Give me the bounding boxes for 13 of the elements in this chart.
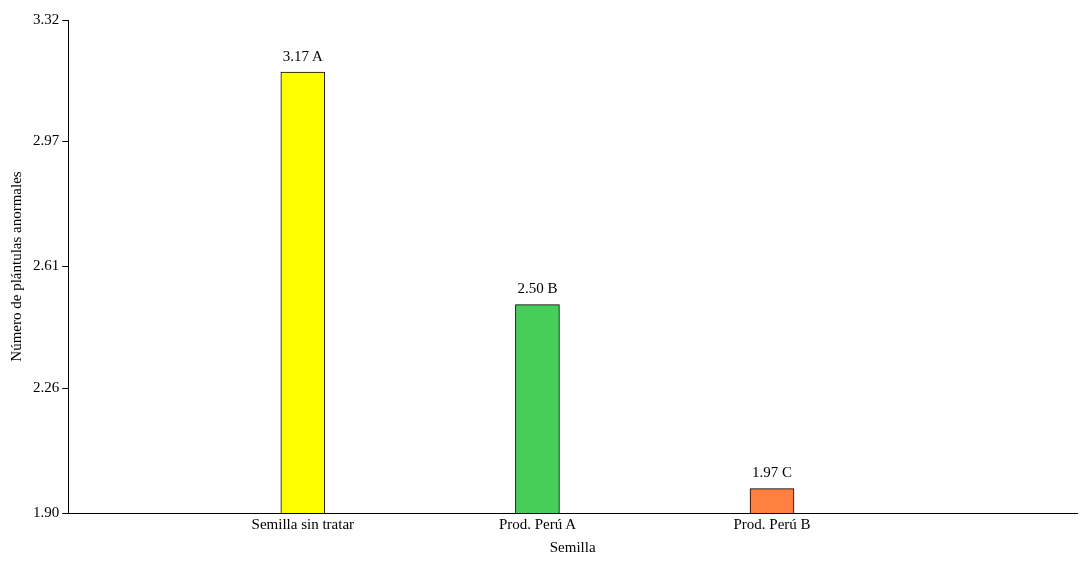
data-label: 2.50 B [517, 280, 558, 297]
x-tick-label: Prod. Perú A [498, 515, 577, 532]
data-label: 3.17 A [282, 47, 324, 64]
x-axis-title: Semilla [549, 538, 596, 555]
y-tick-label: 2.26 [33, 378, 60, 395]
y-tick-label: 3.32 [33, 10, 60, 27]
y-tick-label: 2.61 [33, 257, 60, 274]
data-label: 1.97 C [752, 464, 793, 481]
y-tick-label: 1.90 [33, 503, 60, 520]
x-tick-label: Semilla sin tratar [251, 515, 355, 532]
x-tick-label: Prod. Perú B [733, 515, 811, 532]
y-tick-label: 2.97 [33, 132, 60, 149]
y-axis-title: Número de plántulas anormales [7, 171, 24, 362]
